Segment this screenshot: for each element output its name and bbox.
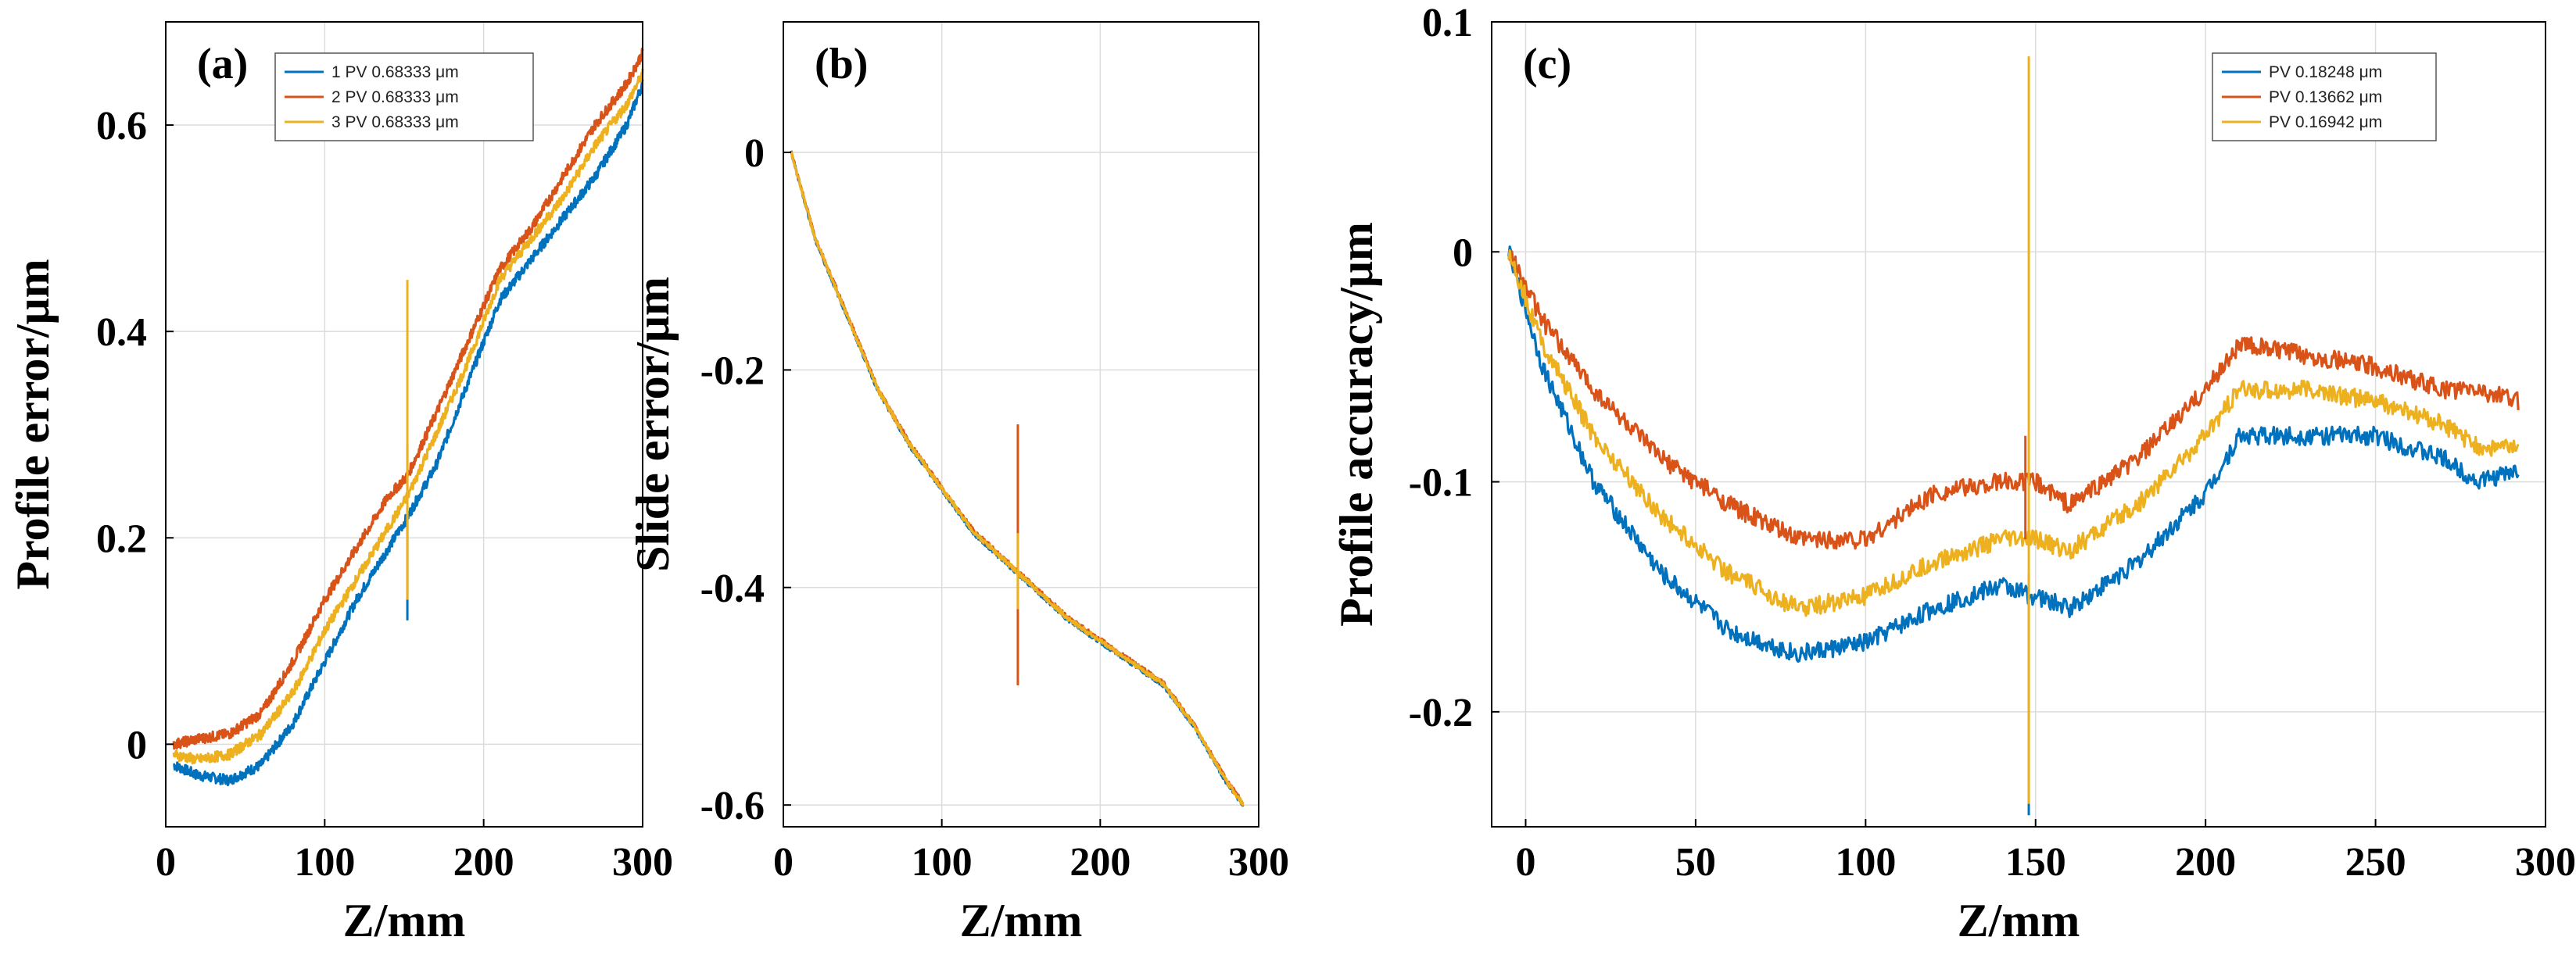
legend-item: PV 0.18248 μm (2222, 63, 2382, 81)
legend-item: 2 PV 0.68333 μm (285, 88, 459, 106)
y-tick-label: -0.1 (1409, 461, 1473, 506)
legend-item: PV 0.13662 μm (2222, 88, 2382, 106)
x-tick-label: 300 (612, 840, 673, 885)
panel-c-x-ticks: 0 50 100 150 200 250 300 (1515, 819, 2576, 885)
panel-b-series (790, 150, 1245, 807)
x-tick-label: 200 (2175, 840, 2236, 885)
panel-a-y-axis-label: Profile error/μm (7, 259, 59, 589)
y-tick-label: -0.2 (700, 349, 765, 393)
x-tick-label: 0 (1515, 840, 1535, 885)
legend-label: PV 0.18248 μm (2269, 63, 2382, 81)
y-tick-label: 0.6 (96, 104, 147, 148)
legend-label: 3 PV 0.68333 μm (331, 113, 459, 131)
panel-c-y-ticks: -0.2 -0.1 0 0.1 (1409, 1, 1499, 735)
series-line (1507, 245, 2520, 663)
panel-c-label: (c) (1523, 40, 1571, 88)
series-line (1507, 250, 2520, 550)
panel-c-profile-accuracy: 0 50 100 150 200 250 300 -0.2 -0.1 0 0.1 Z/mm Pro… (1331, 1, 2576, 946)
panel-b-label: (b) (815, 40, 868, 88)
y-tick-label: 0 (1453, 231, 1473, 275)
panel-c-series (1507, 56, 2520, 816)
y-tick-label: 0 (744, 131, 765, 176)
y-tick-label: 0.2 (96, 517, 147, 561)
panel-b-y-ticks: -0.6 -0.4 -0.2 0 (700, 131, 791, 828)
x-tick-label: 250 (2345, 840, 2406, 885)
panel-a-label: (a) (197, 40, 248, 88)
legend-label: PV 0.16942 μm (2269, 113, 2382, 131)
panel-a-x-ticks: 0 100 200 300 (156, 819, 673, 885)
panel-b-plot-frame (783, 21, 1259, 828)
panel-b-x-axis-label: Z/mm (960, 895, 1083, 946)
x-tick-label: 300 (1228, 840, 1289, 885)
y-tick-label: 0.1 (1422, 1, 1473, 45)
y-tick-label: -0.2 (1409, 691, 1473, 735)
legend-label: 1 PV 0.68333 μm (331, 63, 459, 81)
x-tick-label: 300 (2515, 840, 2576, 885)
legend-item: 3 PV 0.68333 μm (285, 113, 459, 131)
panel-a-legend: 1 PV 0.68333 μm 2 PV 0.68333 μm 3 PV 0.6… (274, 52, 534, 141)
x-tick-label: 0 (156, 840, 176, 885)
y-tick-label: 0.4 (96, 310, 147, 355)
x-tick-label: 200 (453, 840, 514, 885)
x-tick-label: 150 (2005, 840, 2066, 885)
panel-b-y-axis-label: Slide error/μm (627, 277, 679, 572)
panel-c-plot-frame (1491, 21, 2546, 828)
legend-label: PV 0.13662 μm (2269, 88, 2382, 106)
x-tick-label: 200 (1069, 840, 1130, 885)
series-line (1507, 249, 2520, 617)
x-tick-label: 100 (912, 840, 973, 885)
panel-b-slide-error: 0 100 200 300 -0.6 -0.4 -0.2 0 Z/mm Slide erro… (627, 21, 1289, 946)
panel-b-x-ticks: 0 100 200 300 (773, 819, 1289, 885)
y-tick-label: 0 (127, 723, 147, 767)
x-tick-label: 50 (1675, 840, 1716, 885)
panel-a-x-axis-label: Z/mm (343, 895, 466, 946)
panel-c-legend: PV 0.18248 μm PV 0.13662 μm PV 0.16942 μ… (2212, 52, 2437, 141)
panel-a-profile-error: 0 100 200 300 0 0.2 0.4 0.6 Z/mm Profile error… (7, 21, 673, 946)
legend-item: 1 PV 0.68333 μm (285, 63, 459, 81)
legend-item: PV 0.16942 μm (2222, 113, 2382, 131)
panel-a-plot-frame (165, 21, 643, 828)
panel-a-y-ticks: 0 0.2 0.4 0.6 (96, 104, 174, 767)
x-tick-label: 100 (1835, 840, 1896, 885)
x-tick-label: 0 (773, 840, 794, 885)
legend-label: 2 PV 0.68333 μm (331, 88, 459, 106)
x-tick-label: 100 (294, 840, 355, 885)
y-tick-label: -0.4 (700, 567, 765, 611)
panel-a-series (172, 47, 644, 787)
panel-c-x-axis-label: Z/mm (1958, 895, 2080, 946)
panel-c-y-axis-label: Profile accuracy/μm (1331, 222, 1382, 627)
y-tick-label: -0.6 (700, 784, 765, 828)
